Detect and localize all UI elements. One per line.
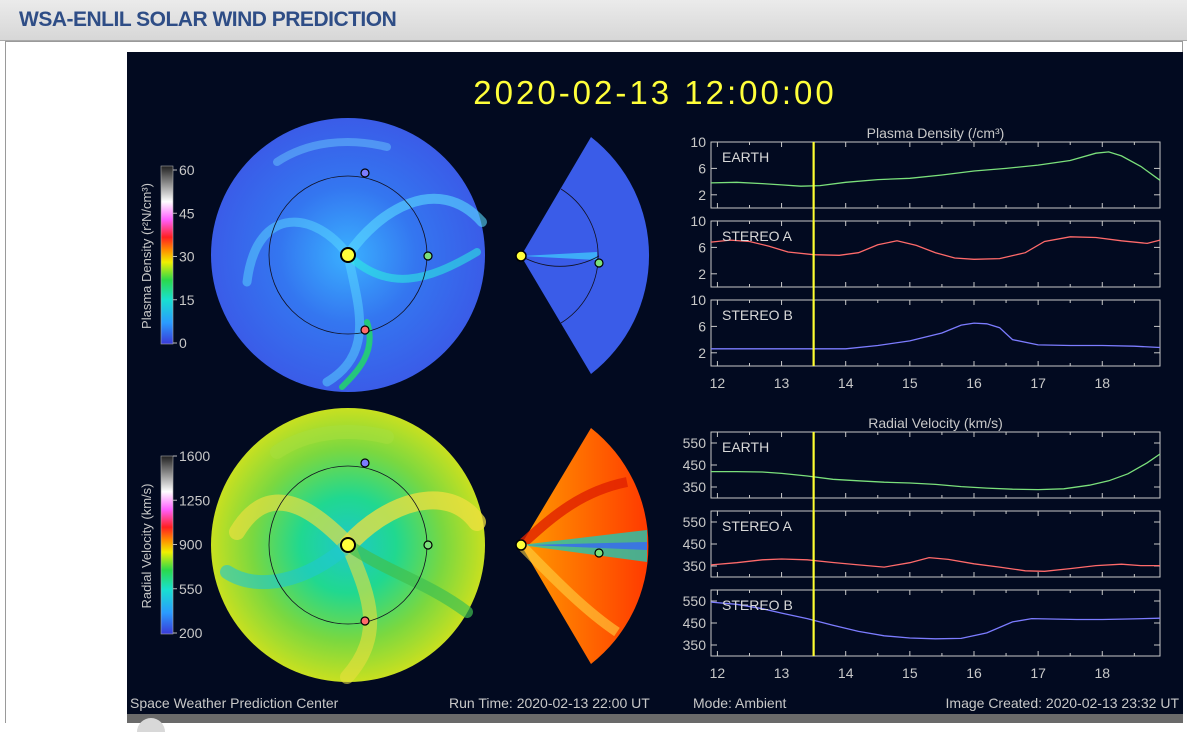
x-tick-label: 16	[966, 375, 982, 391]
chart-1: Radial Velocity (km/s) 550 450 350 EARTH 550 4…	[683, 415, 1161, 681]
x-tick-label: 14	[838, 375, 854, 391]
x-tick-label: 17	[1030, 375, 1046, 391]
y-tick-label: 6	[698, 160, 706, 176]
x-tick-label: 12	[710, 375, 726, 391]
chart-title: Plasma Density (/cm³)	[867, 125, 1005, 141]
page-header: WSA-ENLIL SOLAR WIND PREDICTION	[0, 0, 1187, 41]
velocity-wedge	[515, 428, 649, 664]
panel-frame	[710, 431, 1161, 499]
x-tick-label: 15	[902, 665, 918, 681]
bottom-scroll-area	[127, 714, 1183, 732]
density-wedge	[515, 137, 650, 374]
colorbar-tick-label: 1250	[179, 492, 210, 508]
y-tick-label: 350	[683, 479, 707, 495]
series-line-stereo-a	[710, 236, 1161, 260]
time-series-charts: Plasma Density (/cm³) 10 6 2 EARTH 10 6 2 STEREO…	[683, 125, 1161, 681]
colorbar-tick-label: 30	[179, 249, 195, 265]
series-line-stereo-b	[711, 322, 1161, 350]
x-tick-label: 14	[838, 665, 854, 681]
series-name: STEREO B	[722, 597, 793, 613]
panel-frame	[710, 299, 1161, 367]
y-tick-label: 10	[690, 292, 706, 308]
density-disk	[211, 118, 487, 392]
panel-stereo-b: 550 450 350 STEREO B	[683, 589, 1161, 657]
x-tick-label: 18	[1094, 665, 1110, 681]
series-line-earth	[711, 453, 1161, 491]
colorbar-tick-label: 45	[179, 205, 195, 221]
series-line-stereo-a	[710, 556, 1160, 572]
panel-earth: 10 6 2 EARTH	[690, 134, 1161, 209]
x-tick-label: 16	[966, 665, 982, 681]
footer-org: Space Weather Prediction Center	[130, 695, 339, 711]
y-tick-label: 450	[683, 615, 707, 631]
colorbar-tick-label: 60	[179, 162, 195, 178]
y-tick-label: 2	[698, 345, 706, 361]
colorbar-tick-label: 1600	[179, 448, 210, 464]
series-name: EARTH	[722, 149, 769, 165]
footer-created: Image Created: 2020-02-13 23:32 UT	[946, 695, 1180, 711]
series-line-earth	[710, 151, 1161, 187]
series-name: STEREO A	[722, 518, 793, 534]
y-tick-label: 2	[698, 266, 706, 282]
y-tick-label: 10	[690, 134, 706, 150]
y-tick-label: 350	[683, 637, 707, 653]
chart-0: Plasma Density (/cm³) 10 6 2 EARTH 10 6 2 STEREO…	[690, 125, 1161, 391]
series-name: EARTH	[722, 439, 769, 455]
x-tick-label: 13	[774, 665, 790, 681]
series-name: STEREO B	[722, 307, 793, 323]
page-title: WSA-ENLIL SOLAR WIND PREDICTION	[19, 8, 397, 31]
panel-earth: 550 450 350 EARTH	[683, 431, 1161, 499]
series-name: STEREO A	[722, 228, 793, 244]
panel-stereo-a: 10 6 2 STEREO A	[690, 213, 1161, 288]
footer-run-time: Run Time: 2020-02-13 22:00 UT	[449, 695, 650, 711]
footer-mode: Mode: Ambient	[693, 695, 786, 711]
panel-frame	[710, 141, 1161, 209]
x-tick-label: 12	[710, 665, 726, 681]
density-colorbar: 60 45 30 15 0 Plasma Density (r²N/cm³)	[139, 162, 195, 351]
density-colorbar-label: Plasma Density (r²N/cm³)	[139, 183, 154, 329]
y-tick-label: 6	[698, 239, 706, 255]
x-tick-label: 17	[1030, 665, 1046, 681]
y-tick-label: 550	[683, 593, 707, 609]
y-tick-label: 450	[683, 457, 707, 473]
model-timestamp: 2020-02-13 12:00:00	[473, 74, 836, 111]
y-tick-label: 550	[683, 514, 707, 530]
y-tick-label: 550	[683, 435, 707, 451]
y-tick-label: 6	[698, 318, 706, 334]
x-tick-label: 15	[902, 375, 918, 391]
colorbar-tick-label: 0	[179, 335, 187, 351]
scroll-knob[interactable]	[137, 718, 165, 732]
velocity-disk	[211, 408, 486, 684]
enlil-image-panel: 2020-02-13 12:00:00	[127, 52, 1183, 714]
enlil-figure: 2020-02-13 12:00:00	[130, 74, 1180, 711]
velocity-colorbar: 1600 1250 900 550 200 Radial Velocity (km/s)	[139, 448, 210, 641]
panel-frame	[710, 220, 1161, 288]
colorbar-tick-label: 200	[179, 625, 203, 641]
panel-stereo-b: 10 6 2 STEREO B	[690, 292, 1161, 367]
y-tick-label: 2	[698, 187, 706, 203]
y-tick-label: 10	[690, 213, 706, 229]
chart-title: Radial Velocity (km/s)	[868, 415, 1003, 431]
y-tick-label: 350	[683, 558, 707, 574]
x-tick-label: 13	[774, 375, 790, 391]
y-tick-label: 450	[683, 536, 707, 552]
colorbar-tick-label: 550	[179, 581, 203, 597]
series-line-stereo-b	[710, 601, 1161, 640]
colorbar-tick-label: 15	[179, 292, 195, 308]
colorbar-tick-label: 900	[179, 537, 203, 553]
velocity-colorbar-label: Radial Velocity (km/s)	[139, 484, 154, 609]
panel-stereo-a: 550 450 350 STEREO A	[683, 510, 1161, 578]
x-tick-label: 18	[1094, 375, 1110, 391]
